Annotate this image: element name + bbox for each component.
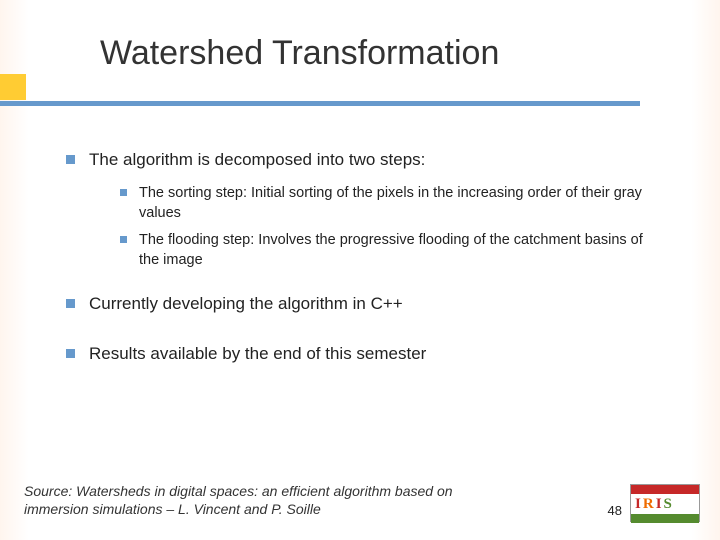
- logo-letter: I: [656, 496, 664, 512]
- spacer: [66, 328, 666, 344]
- bullet-text: The algorithm is decomposed into two ste…: [89, 150, 425, 170]
- logo-text-row: IRIS: [631, 494, 699, 514]
- sub-bullet-group: The sorting step: Initial sorting of the…: [120, 184, 666, 270]
- logo-letter: I: [635, 496, 643, 512]
- bullet-text: The flooding step: Involves the progress…: [139, 231, 666, 270]
- logo-band-green: [631, 514, 699, 523]
- bullet-level2: The sorting step: Initial sorting of the…: [120, 184, 666, 223]
- iris-logo: IRIS: [630, 484, 700, 522]
- bullet-level1: Currently developing the algorithm in C+…: [66, 294, 666, 314]
- square-bullet-icon: [120, 189, 127, 196]
- slide-title: Watershed Transformation: [100, 34, 499, 73]
- square-bullet-icon: [120, 236, 127, 243]
- logo-band-red: [631, 485, 699, 494]
- square-bullet-icon: [66, 349, 75, 358]
- logo-letters: IRIS: [631, 496, 674, 513]
- bullet-level2: The flooding step: Involves the progress…: [120, 231, 666, 270]
- bullet-level1: The algorithm is decomposed into two ste…: [66, 150, 666, 170]
- logo-letter: R: [643, 496, 656, 512]
- square-bullet-icon: [66, 299, 75, 308]
- bullet-text: The sorting step: Initial sorting of the…: [139, 184, 666, 223]
- source-citation: Source: Watersheds in digital spaces: an…: [24, 482, 464, 518]
- page-number: 48: [608, 503, 622, 518]
- title-underline: [0, 101, 640, 106]
- bullet-level1: Results available by the end of this sem…: [66, 344, 666, 364]
- content-area: The algorithm is decomposed into two ste…: [66, 150, 666, 378]
- square-bullet-icon: [66, 155, 75, 164]
- bullet-text: Results available by the end of this sem…: [89, 344, 426, 364]
- slide: Watershed Transformation The algorithm i…: [0, 0, 720, 540]
- title-accent-square: [0, 74, 26, 100]
- bullet-text: Currently developing the algorithm in C+…: [89, 294, 403, 314]
- logo-letter: S: [664, 496, 674, 512]
